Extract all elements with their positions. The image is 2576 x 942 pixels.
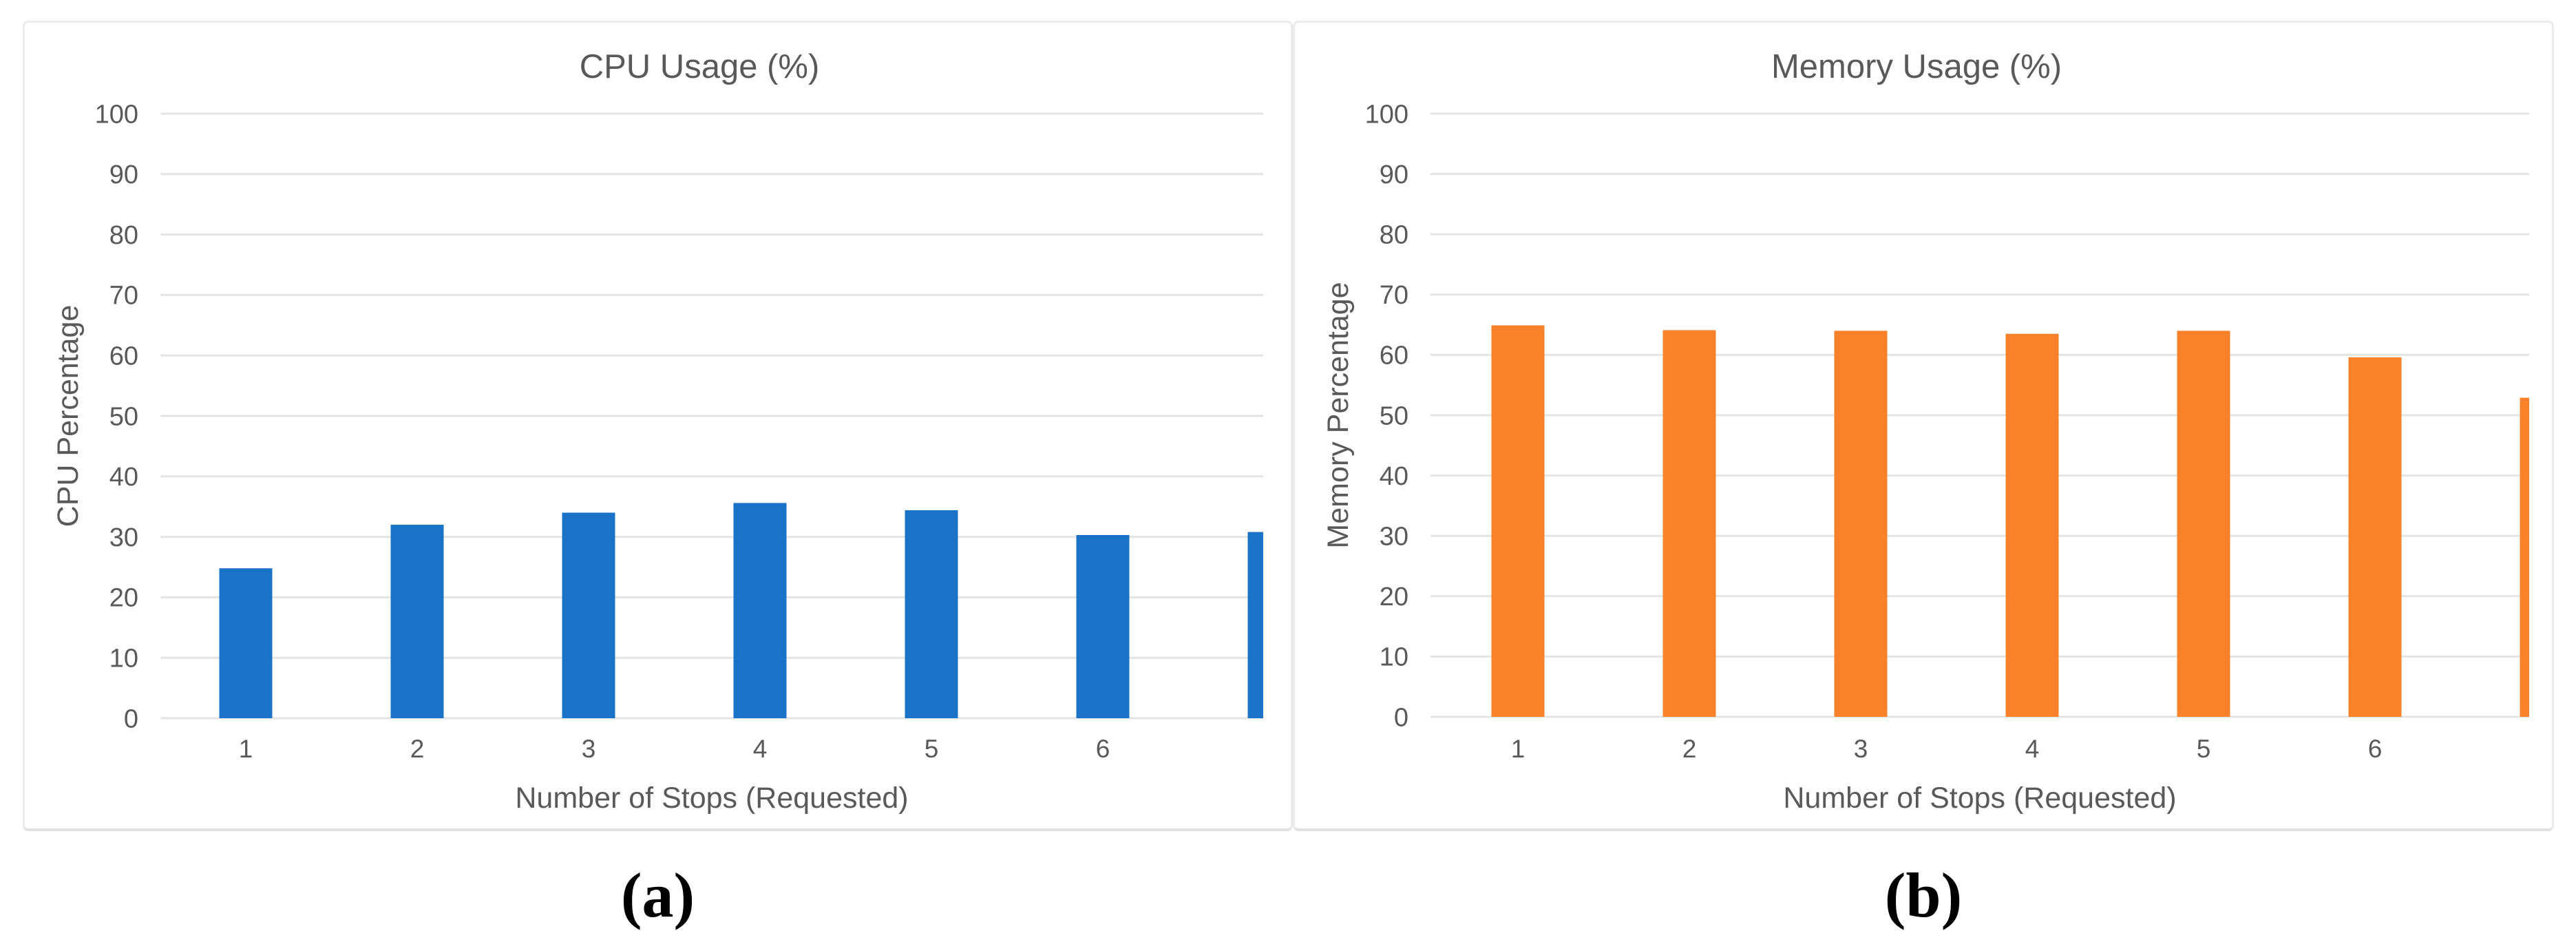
x-tick-label-5: 5 (925, 735, 939, 763)
memory-bar-chart-svg: 0 10 20 30 40 50 60 70 80 90 100 1 2 3 4 5 6 Memory Usage… (1322, 48, 2529, 815)
y-tick-label-20: 20 (1380, 583, 1408, 611)
x-tick-label-1: 1 (239, 735, 253, 763)
y-tick-label-0: 0 (124, 704, 138, 733)
bar-4 (2005, 333, 2059, 717)
y-axis-title: Memory Percentage (1322, 282, 1355, 548)
y-tick-label-100: 100 (95, 100, 138, 129)
bar-1 (1491, 325, 1545, 717)
x-axis-title: Number of Stops (Requested) (1783, 782, 2176, 815)
y-tick-label-80: 80 (109, 221, 138, 250)
bar-2 (1662, 330, 1716, 717)
bar-3 (1834, 331, 1888, 717)
y-tick-label-50: 50 (109, 402, 138, 431)
x-tick-label-2: 2 (1682, 735, 1697, 763)
bars-group (1491, 325, 2529, 717)
y-tick-label-10: 10 (1380, 643, 1408, 672)
bar-6 (2348, 357, 2402, 717)
y-tick-label-90: 90 (1380, 160, 1408, 189)
x-axis-title: Number of Stops (Requested) (515, 782, 908, 815)
y-tick-label-40: 40 (1380, 462, 1408, 491)
chart-title: Memory Usage (%) (1771, 48, 2062, 85)
bar-7 (1247, 532, 1263, 718)
y-tick-label-30: 30 (109, 523, 138, 552)
x-tick-label-1: 1 (1511, 735, 1525, 763)
bar-7 (2520, 397, 2529, 717)
chart-title: CPU Usage (%) (580, 48, 820, 85)
bar-2 (390, 525, 444, 718)
x-tick-label-6: 6 (1096, 735, 1110, 763)
y-tick-label-60: 60 (109, 342, 138, 371)
y-tick-label-70: 70 (109, 282, 138, 311)
y-tick-label-20: 20 (109, 584, 138, 613)
y-tick-label-0: 0 (1394, 703, 1408, 732)
y-axis-title: CPU Percentage (52, 305, 85, 527)
bar-1 (219, 568, 273, 718)
y-tick-label-70: 70 (1380, 281, 1408, 310)
y-tick-label-30: 30 (1380, 523, 1408, 552)
y-tick-label-60: 60 (1380, 342, 1408, 370)
x-tick-label-3: 3 (582, 735, 596, 763)
y-tick-label-80: 80 (1380, 221, 1408, 250)
x-tick-label-4: 4 (753, 735, 768, 763)
subfigure-label-a: (a) (620, 860, 695, 930)
bars-group (219, 503, 1263, 718)
cpu-bar-chart-svg: 0 10 20 30 40 50 60 70 80 90 100 1 2 3 4 5 6 CPU Usage (%… (52, 48, 1263, 815)
x-tick-label-3: 3 (1854, 735, 1868, 763)
bar-5 (905, 510, 958, 718)
bar-4 (733, 503, 787, 718)
y-tick-label-10: 10 (109, 645, 138, 673)
bar-5 (2177, 331, 2230, 717)
x-tick-label-6: 6 (2368, 735, 2383, 763)
y-tick-label-90: 90 (109, 160, 138, 189)
cpu-chart-panel: 0 10 20 30 40 50 60 70 80 90 100 1 2 3 4 5 6 CPU Usage (%… (23, 21, 1293, 831)
y-tick-label-50: 50 (1380, 401, 1408, 430)
x-tick-label-2: 2 (410, 735, 425, 763)
bar-6 (1076, 534, 1130, 718)
subfigure-label-b: (b) (1884, 860, 1963, 930)
x-tick-label-4: 4 (2025, 735, 2040, 763)
bar-3 (562, 512, 615, 718)
x-tick-label-5: 5 (2197, 735, 2211, 763)
y-tick-label-40: 40 (109, 463, 138, 492)
memory-chart-panel: 0 10 20 30 40 50 60 70 80 90 100 1 2 3 4 5 6 Memory Usage… (1293, 21, 2554, 831)
y-tick-label-100: 100 (1365, 100, 1408, 129)
